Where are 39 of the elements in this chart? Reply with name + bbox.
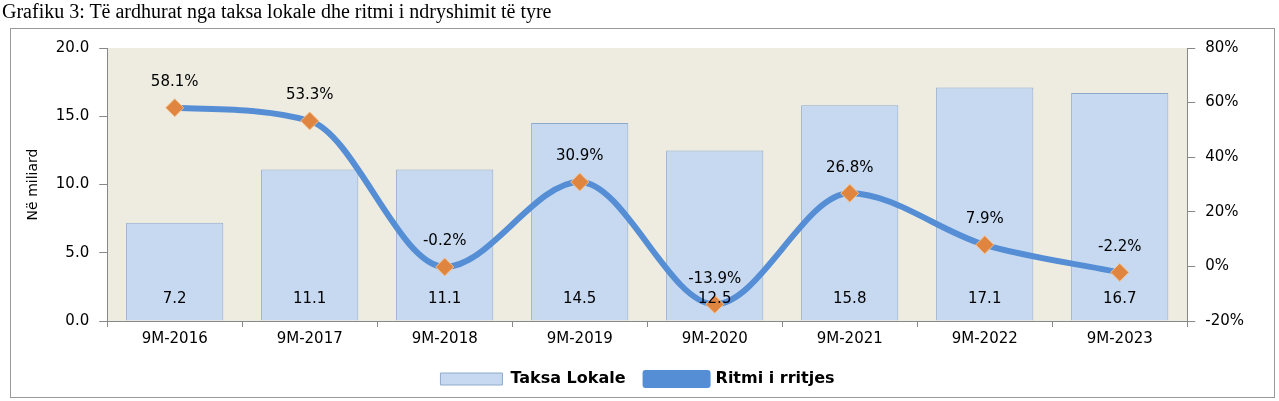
legend-label: Ritmi i rritjes [715, 368, 835, 388]
x-tick-label: 9M-2016 [141, 328, 208, 347]
x-tick-label: 9M-2017 [276, 328, 343, 347]
data-label: 14.5 [563, 288, 597, 307]
data-label: 11.1 [293, 288, 327, 307]
y2-tick-label: -20% [1205, 310, 1245, 329]
y-tick-label: 10.0 [55, 174, 90, 193]
data-label: 17.1 [968, 288, 1002, 307]
chart-title: Grafiku 3: Të ardhurat nga taksa lokale dhe ritmi i ndryshimit të tyre [1, 0, 553, 25]
y-tick-label: 0.0 [65, 310, 90, 329]
data-label: -2.2% [1097, 236, 1142, 255]
data-label: 26.8% [825, 157, 874, 176]
data-label: 11.1 [428, 288, 462, 307]
data-label: -13.9% [688, 268, 742, 287]
x-tick-label: 9M-2023 [1086, 328, 1153, 347]
data-label: 12.5 [698, 288, 732, 307]
data-label: 58.1% [150, 72, 199, 91]
x-tick-label: 9M-2022 [951, 328, 1018, 347]
x-tick-label: 9M-2018 [411, 328, 478, 347]
data-label: -0.2% [422, 231, 467, 250]
data-label: 16.7 [1103, 288, 1137, 307]
y-tick-label: 5.0 [65, 242, 90, 261]
x-tick-label: 9M-2019 [546, 328, 613, 347]
x-tick-label: 9M-2020 [681, 328, 748, 347]
x-tick-label: 9M-2021 [816, 328, 883, 347]
y2-tick-label: 80% [1205, 37, 1239, 56]
y-axis-title: Në miliard [24, 148, 41, 221]
data-label: 7.9% [965, 209, 1004, 228]
data-label: 15.8 [833, 288, 867, 307]
y2-tick-label: 20% [1205, 201, 1239, 220]
data-label: 7.2 [162, 288, 187, 307]
y-tick-label: 20.0 [55, 37, 90, 56]
data-label: 53.3% [285, 85, 334, 104]
y2-tick-label: 60% [1205, 92, 1239, 111]
legend-label: Taksa Lokale [510, 368, 626, 388]
data-label: 30.9% [555, 146, 604, 165]
y-tick-label: 15.0 [55, 106, 90, 125]
y2-tick-label: 0% [1205, 256, 1230, 275]
y2-tick-label: 40% [1205, 147, 1239, 166]
